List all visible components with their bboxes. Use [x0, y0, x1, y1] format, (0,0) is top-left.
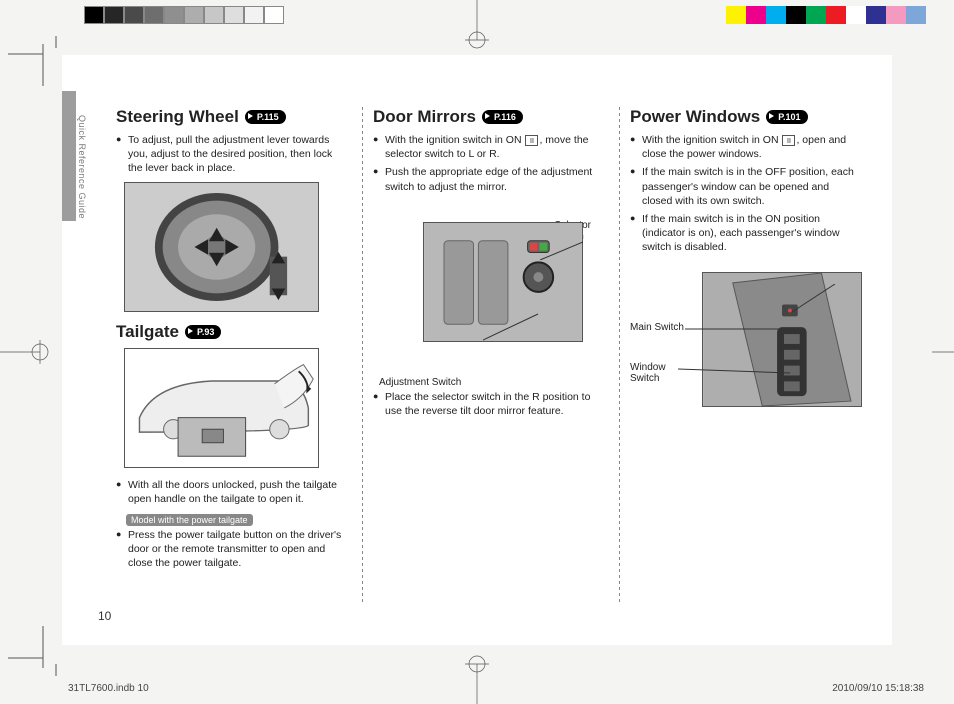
bullet: If the main switch is in the ON position…	[630, 212, 862, 255]
heading-text: Steering Wheel	[116, 107, 239, 127]
bullet: With all the doors unlocked, push the ta…	[116, 478, 348, 506]
heading-power-windows: Power Windows P.101	[630, 107, 862, 127]
bullet: Place the selector switch in the R posit…	[373, 390, 605, 418]
page-ref[interactable]: P.101	[766, 110, 807, 124]
crop-mark-top	[465, 0, 489, 50]
page: Quick Reference Guide Steering Wheel P.1…	[62, 55, 892, 645]
heading-text: Door Mirrors	[373, 107, 476, 127]
callout-line	[678, 367, 793, 377]
label-adjustment-switch: Adjustment Switch	[379, 377, 461, 388]
column-divider	[362, 107, 363, 605]
bullet: If the main switch is in the OFF positio…	[630, 165, 862, 208]
bullet: Press the power tailgate button on the d…	[116, 528, 348, 571]
heading-door-mirrors: Door Mirrors P.116	[373, 107, 605, 127]
callout-line	[685, 327, 785, 337]
col-3: Power Windows P.101 With the ignition sw…	[624, 107, 872, 605]
colorbar-right	[726, 6, 926, 24]
ignition-icon: II	[782, 135, 795, 146]
section-tab	[62, 91, 76, 221]
image-steering-wheel	[124, 182, 319, 312]
text: With the ignition switch in ON	[642, 134, 781, 146]
footer-timestamp: 2010/09/10 15:18:38	[832, 683, 924, 694]
callout-line	[780, 284, 840, 314]
heading-text: Power Windows	[630, 107, 760, 127]
image-tailgate	[124, 348, 319, 468]
colorbar-left	[84, 6, 284, 24]
bullet: With the ignition switch in ON II, move …	[373, 133, 605, 161]
model-tag: Model with the power tailgate	[126, 514, 253, 526]
label-window-switch: WindowSwitch	[630, 362, 680, 384]
bullet: To adjust, pull the adjustment lever tow…	[116, 133, 348, 176]
col-2: Door Mirrors P.116 With the ignition swi…	[367, 107, 615, 605]
col-1: Steering Wheel P.115 To adjust, pull the…	[110, 107, 358, 605]
label-main-switch: Main Switch	[630, 322, 684, 333]
heading-steering-wheel: Steering Wheel P.115	[116, 107, 348, 127]
crop-mark-bottom	[465, 654, 489, 704]
page-ref[interactable]: P.115	[245, 110, 286, 124]
callout-line	[523, 240, 583, 260]
text: With the ignition switch in ON	[385, 134, 524, 146]
crop-mark-tl	[8, 36, 58, 86]
ignition-icon: II	[525, 135, 538, 146]
footer-file: 31TL7600.indb 10	[68, 683, 149, 694]
page-number: 10	[98, 609, 111, 623]
crop-mark-left	[0, 340, 55, 364]
section-label: Quick Reference Guide	[77, 115, 87, 219]
heading-tailgate: Tailgate P.93	[116, 322, 348, 342]
page-ref[interactable]: P.93	[185, 325, 221, 339]
bullet: Push the appropriate edge of the adjustm…	[373, 165, 605, 193]
bullet: With the ignition switch in ON II, open …	[630, 133, 862, 161]
page-ref[interactable]: P.116	[482, 110, 523, 124]
column-divider	[619, 107, 620, 605]
heading-text: Tailgate	[116, 322, 179, 342]
crop-mark-bl	[8, 626, 58, 676]
callout-line	[483, 312, 543, 342]
crop-mark-right	[924, 340, 954, 364]
